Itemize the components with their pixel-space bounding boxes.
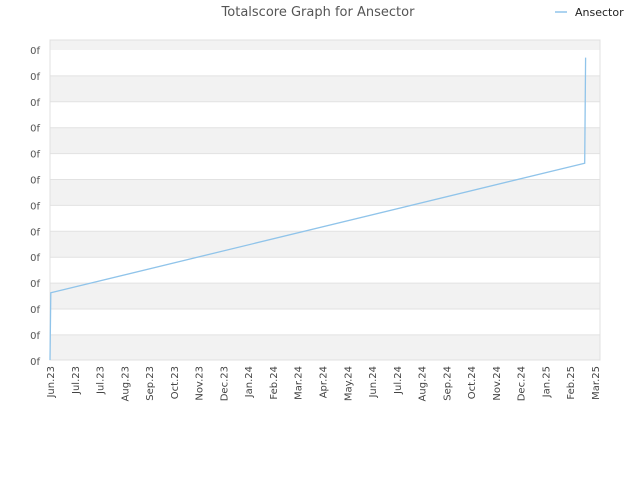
y-tick-label: 0f: [30, 201, 40, 212]
x-tick-label: Nov.24: [492, 366, 503, 401]
y-tick-label: 0f: [30, 305, 40, 316]
plot-band: [50, 231, 600, 258]
x-tick-label: Feb.25: [566, 366, 577, 400]
y-tick-label: 0f: [30, 150, 40, 161]
plot-band: [50, 309, 600, 335]
x-tick-label: Jul.23: [96, 366, 107, 395]
x-tick-label: Aug.23: [120, 366, 131, 401]
x-tick-label: Mar.25: [591, 366, 602, 400]
x-tick-label: Jun.23: [46, 366, 57, 399]
plot-band: [50, 205, 600, 232]
y-tick-label: 0f: [30, 98, 40, 109]
y-axis-ticks: 0f 0f 0f 0f 0f 0f 0f 0f 0f 0f 0f 0f 0f: [30, 46, 40, 368]
x-tick-label: Jan.24: [244, 366, 255, 398]
y-tick-label: 0f: [30, 279, 40, 290]
plot-bands: [50, 40, 600, 360]
y-tick-label: 0f: [30, 176, 40, 187]
plot-band: [50, 75, 600, 102]
x-tick-label: Nov.23: [195, 366, 206, 401]
x-tick-label: Sep.24: [442, 366, 453, 401]
plot-band: [50, 153, 600, 180]
y-tick-label: 0f: [30, 72, 40, 83]
y-tick-label: 0f: [30, 46, 40, 57]
x-tick-label: Aug.24: [418, 366, 429, 401]
x-tick-label: Dec.23: [219, 366, 230, 401]
x-tick-label: Jun.24: [368, 366, 379, 399]
y-tick-label: 0f: [30, 253, 40, 264]
x-tick-label: May.24: [343, 366, 354, 401]
y-tick-label: 0f: [30, 357, 40, 368]
grid-lines: [50, 75, 600, 336]
plot-band: [50, 179, 600, 206]
x-tick-label: Oct.23: [170, 366, 181, 399]
series-layer: [49, 57, 587, 361]
series-line: [49, 57, 587, 361]
x-tick-label: Mar.24: [294, 366, 305, 400]
x-tick-label: Jul.23: [71, 366, 82, 395]
y-tick-label: 0f: [30, 227, 40, 238]
x-tick-label: Feb.24: [269, 366, 280, 400]
x-tick-label: Jul.24: [393, 366, 404, 395]
x-tick-label: Oct.24: [467, 366, 478, 399]
x-tick-label: Dec.24: [517, 366, 528, 401]
y-tick-label: 0f: [30, 331, 40, 342]
plot-band: [50, 127, 600, 154]
plot-band: [50, 257, 600, 284]
x-tick-label: Jan.25: [541, 366, 552, 398]
plot-frame: [49, 39, 601, 361]
x-tick-label: Apr.24: [319, 366, 330, 398]
plot-band: [50, 283, 600, 309]
plot-band: [50, 101, 600, 128]
plot-band: [50, 40, 600, 50]
plot-band: [50, 334, 600, 360]
legend-label: Ansector: [575, 6, 624, 19]
chart-title: Totalscore Graph for Ansector: [221, 5, 416, 20]
x-tick-label: Sep.23: [145, 366, 156, 401]
plot-band: [50, 50, 600, 76]
legend: Ansector: [555, 6, 624, 19]
y-tick-label: 0f: [30, 124, 40, 135]
x-axis-ticks: Jun.23 Jul.23 Jul.23 Aug.23 Sep.23 Oct.23 Nov.…: [46, 366, 602, 401]
